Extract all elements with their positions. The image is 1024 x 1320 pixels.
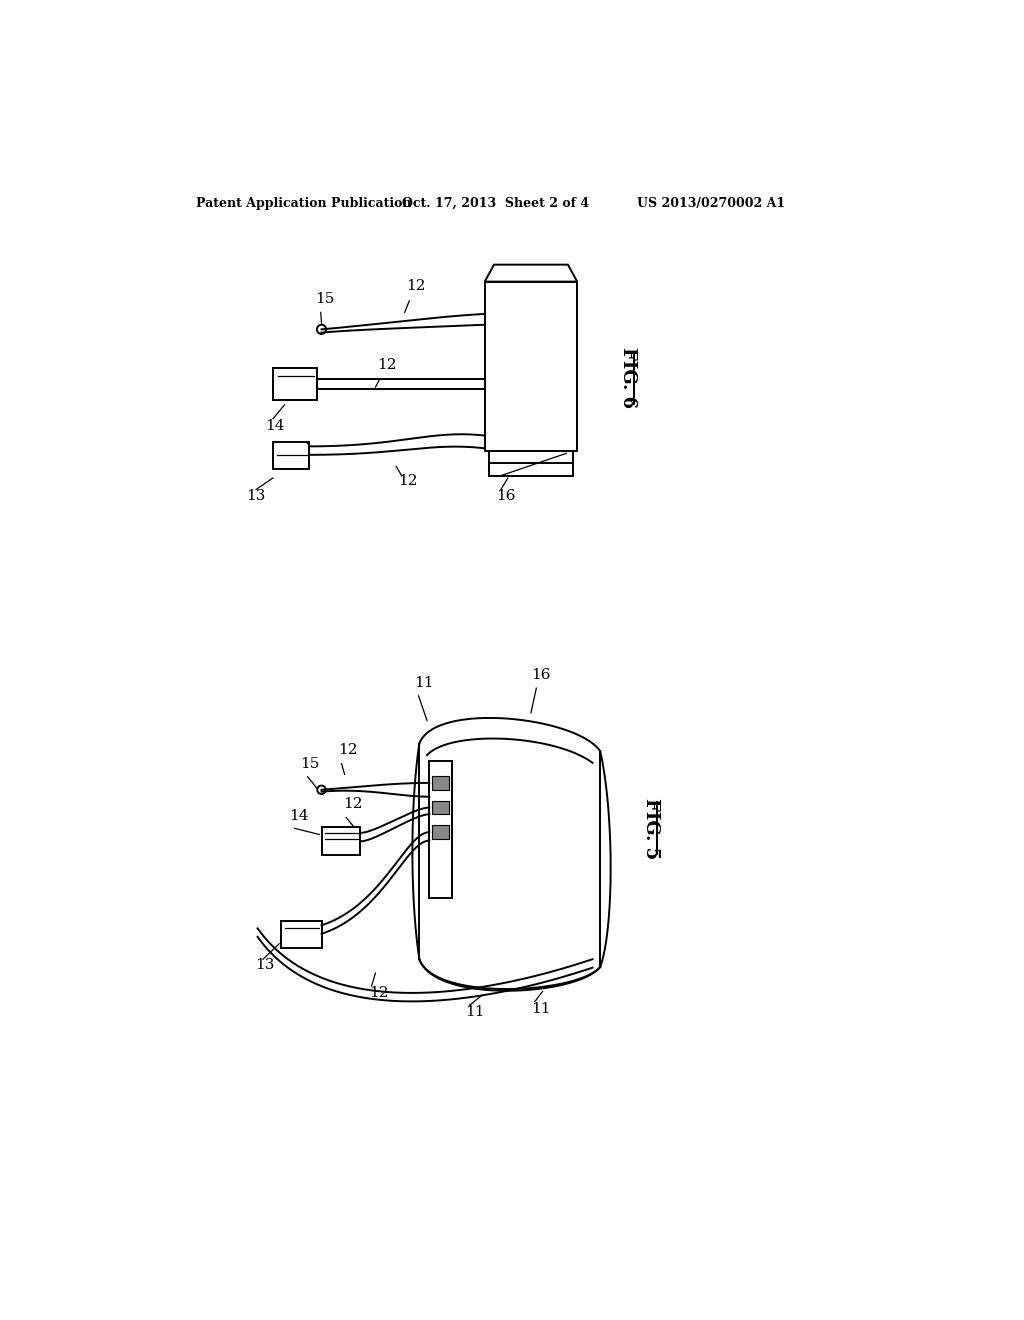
Text: FIG. 5: FIG. 5: [642, 797, 660, 859]
Text: 16: 16: [497, 490, 516, 503]
Text: 12: 12: [370, 986, 389, 1001]
Polygon shape: [432, 800, 450, 814]
Text: 11: 11: [466, 1006, 485, 1019]
Text: 14: 14: [289, 809, 308, 822]
Text: 12: 12: [343, 797, 362, 812]
Text: 12: 12: [377, 359, 396, 372]
Text: FIG. 6: FIG. 6: [618, 347, 637, 408]
Polygon shape: [432, 825, 450, 840]
Text: 11: 11: [414, 676, 433, 689]
Text: US 2013/0270002 A1: US 2013/0270002 A1: [637, 197, 785, 210]
Text: Oct. 17, 2013  Sheet 2 of 4: Oct. 17, 2013 Sheet 2 of 4: [401, 197, 589, 210]
Text: 12: 12: [407, 279, 426, 293]
Polygon shape: [432, 776, 450, 789]
Text: 11: 11: [531, 1002, 551, 1015]
Text: 16: 16: [531, 668, 551, 682]
Text: Patent Application Publication: Patent Application Publication: [196, 197, 412, 210]
Text: 12: 12: [339, 743, 358, 758]
Text: 13: 13: [255, 958, 274, 972]
Text: 15: 15: [315, 292, 335, 306]
Text: 15: 15: [300, 756, 319, 771]
Text: 13: 13: [246, 490, 265, 503]
Text: 12: 12: [398, 474, 418, 488]
Text: 14: 14: [265, 418, 285, 433]
